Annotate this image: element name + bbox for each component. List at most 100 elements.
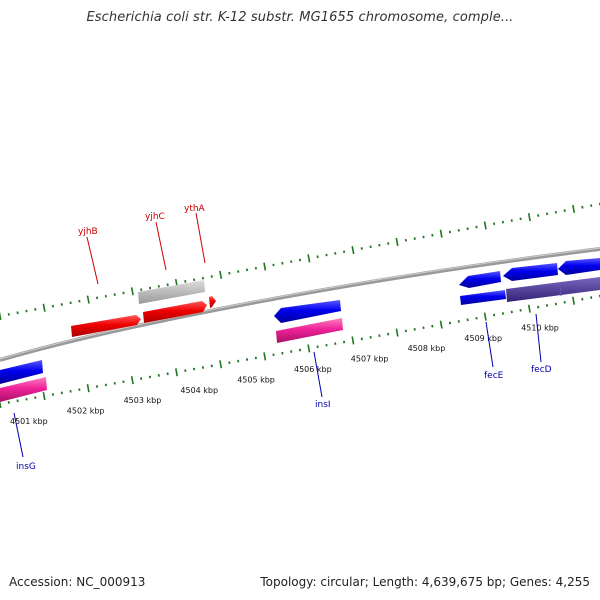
gene-insI-arrow[interactable] [274,300,341,323]
tick-label: 4507 kbp [351,355,389,364]
lower-ring-minor-tick [51,393,55,396]
lower-ring-major-tick [572,296,575,305]
gene-label-leaders [13,212,542,458]
accession-label: Accession: NC_000913 [9,575,146,589]
upper-ring-major-tick [395,237,399,246]
upper-ring-minor-tick [237,270,240,273]
gene-yjhC-arrow[interactable] [143,301,207,323]
lower-ring-major-tick [483,312,487,321]
pseudo-gene-gray[interactable] [138,280,205,304]
lower-ring-major-tick [0,399,2,409]
gene-label-insI[interactable]: insI [315,400,331,410]
lower-ring-major-tick [395,328,399,337]
lower-ring-major-tick [86,384,90,393]
upper-ring-minor-tick [501,220,505,224]
upper-ring-minor-tick [201,276,205,280]
lower-ring-major-tick [219,360,223,369]
upper-ring-minor-tick [466,227,469,231]
upper-ring-major-tick [483,221,487,230]
gene-label-insG[interactable]: insG [16,462,36,472]
leader-fecD [535,313,542,363]
lower-ring-minor-tick [431,324,434,328]
leader-yjhB [86,236,99,285]
leader-insI [313,351,323,398]
lower-ring-major-tick [351,336,355,345]
tick-label: 4510 kbp [521,323,559,332]
lower-ring-major-tick [527,304,531,313]
gene-ythA-arrow[interactable] [209,296,216,308]
upper-ring-minor-tick [16,311,19,315]
upper-ring-major-tick [263,262,267,271]
upper-ring-minor-tick [51,304,55,308]
upper-ring-minor-tick [95,296,99,300]
upper-ring-major-tick [351,246,355,255]
gene-yjhB-arrow[interactable] [71,315,141,337]
upper-ring-major-tick [42,303,46,312]
upper-ring-major-tick [307,254,311,263]
upper-ring-minor-tick [245,268,249,272]
lower-ring-minor-tick [501,312,505,315]
upper-ring-minor-tick [360,247,363,250]
tick-label: 4509 kbp [464,334,502,343]
gene-label-yjhB[interactable]: yjhB [78,227,98,237]
tick-label: 4506 kbp [294,365,332,374]
lower-ring-minor-tick [16,399,19,403]
gene-fecE-shadow[interactable] [460,290,506,305]
upper-ring-minor-tick [537,214,540,217]
gene-fecC-arrow[interactable] [558,258,600,275]
lower-ring-minor-tick [545,304,549,307]
upper-ring-minor-tick [281,261,284,265]
leader-yjhC [155,221,167,271]
tick-label: 4503 kbp [124,396,162,405]
lower-ring-minor-tick [316,345,319,349]
gene-label-ythA[interactable]: ythA [184,204,206,214]
lower-tick-ring [0,294,600,409]
lower-ring-minor-tick [166,372,169,376]
upper-ring-minor-tick [166,283,169,287]
lower-ring-minor-tick [281,351,284,355]
gene-fecE-arrow[interactable] [459,271,501,288]
leader-insG [13,412,24,458]
tick-label: 4502 kbp [67,407,105,416]
map-title: Escherichia coli str. K-12 substr. MG165… [86,10,514,25]
lower-ring-minor-tick [581,297,584,301]
upper-ring-major-tick [527,213,531,222]
lower-ring-major-tick [307,344,311,353]
lower-ring-minor-tick [245,358,249,361]
gene-fecD-shadow[interactable] [506,277,600,302]
upper-ring-major-tick [0,311,2,321]
upper-ring-minor-tick [387,242,390,245]
gene-label-fecE[interactable]: fecE [484,371,504,381]
upper-ring-minor-tick [210,275,213,278]
lower-ring-minor-tick [95,385,99,388]
gene-label-fecD[interactable]: fecD [531,365,552,375]
upper-ring-major-tick [219,270,223,279]
leader-ythA [195,212,206,264]
upper-ring-minor-tick [510,219,513,222]
upper-ring-major-tick [86,295,90,304]
upper-tick-ring [0,202,600,321]
gene-fecD-arrow[interactable] [503,263,558,281]
gene-insG-arrow[interactable] [0,360,43,384]
lower-ring-minor-tick [201,366,205,369]
tick-labels: 4501 kbp 4502 kbp 4503 kbp 4504 kbp 4505 kbp… [10,323,559,426]
upper-ring-minor-tick [545,212,549,216]
upper-ring-minor-tick [581,205,584,209]
tick-label: 4504 kbp [180,386,218,395]
gene-insI-pink-box[interactable] [276,318,343,343]
tick-label: 4501 kbp [10,417,48,426]
tick-label: 4505 kbp [237,375,275,384]
lower-ring-major-tick [175,368,178,377]
gene-label-yjhC[interactable]: yjhC [145,212,165,222]
lower-ring-major-tick [42,391,46,401]
lower-ring-major-tick [130,376,134,385]
leader-fecE [485,321,494,368]
lower-ring-major-tick [263,352,267,361]
upper-ring-minor-tick [431,233,434,237]
gene-insG-pink-box[interactable] [0,377,47,402]
fec-shadow-separator [559,282,562,297]
chromosome-backbone [0,247,600,362]
chromosome-backbone-highlight [0,247,600,360]
genome-summary: Topology: circular; Length: 4,639,675 bp… [260,575,590,589]
